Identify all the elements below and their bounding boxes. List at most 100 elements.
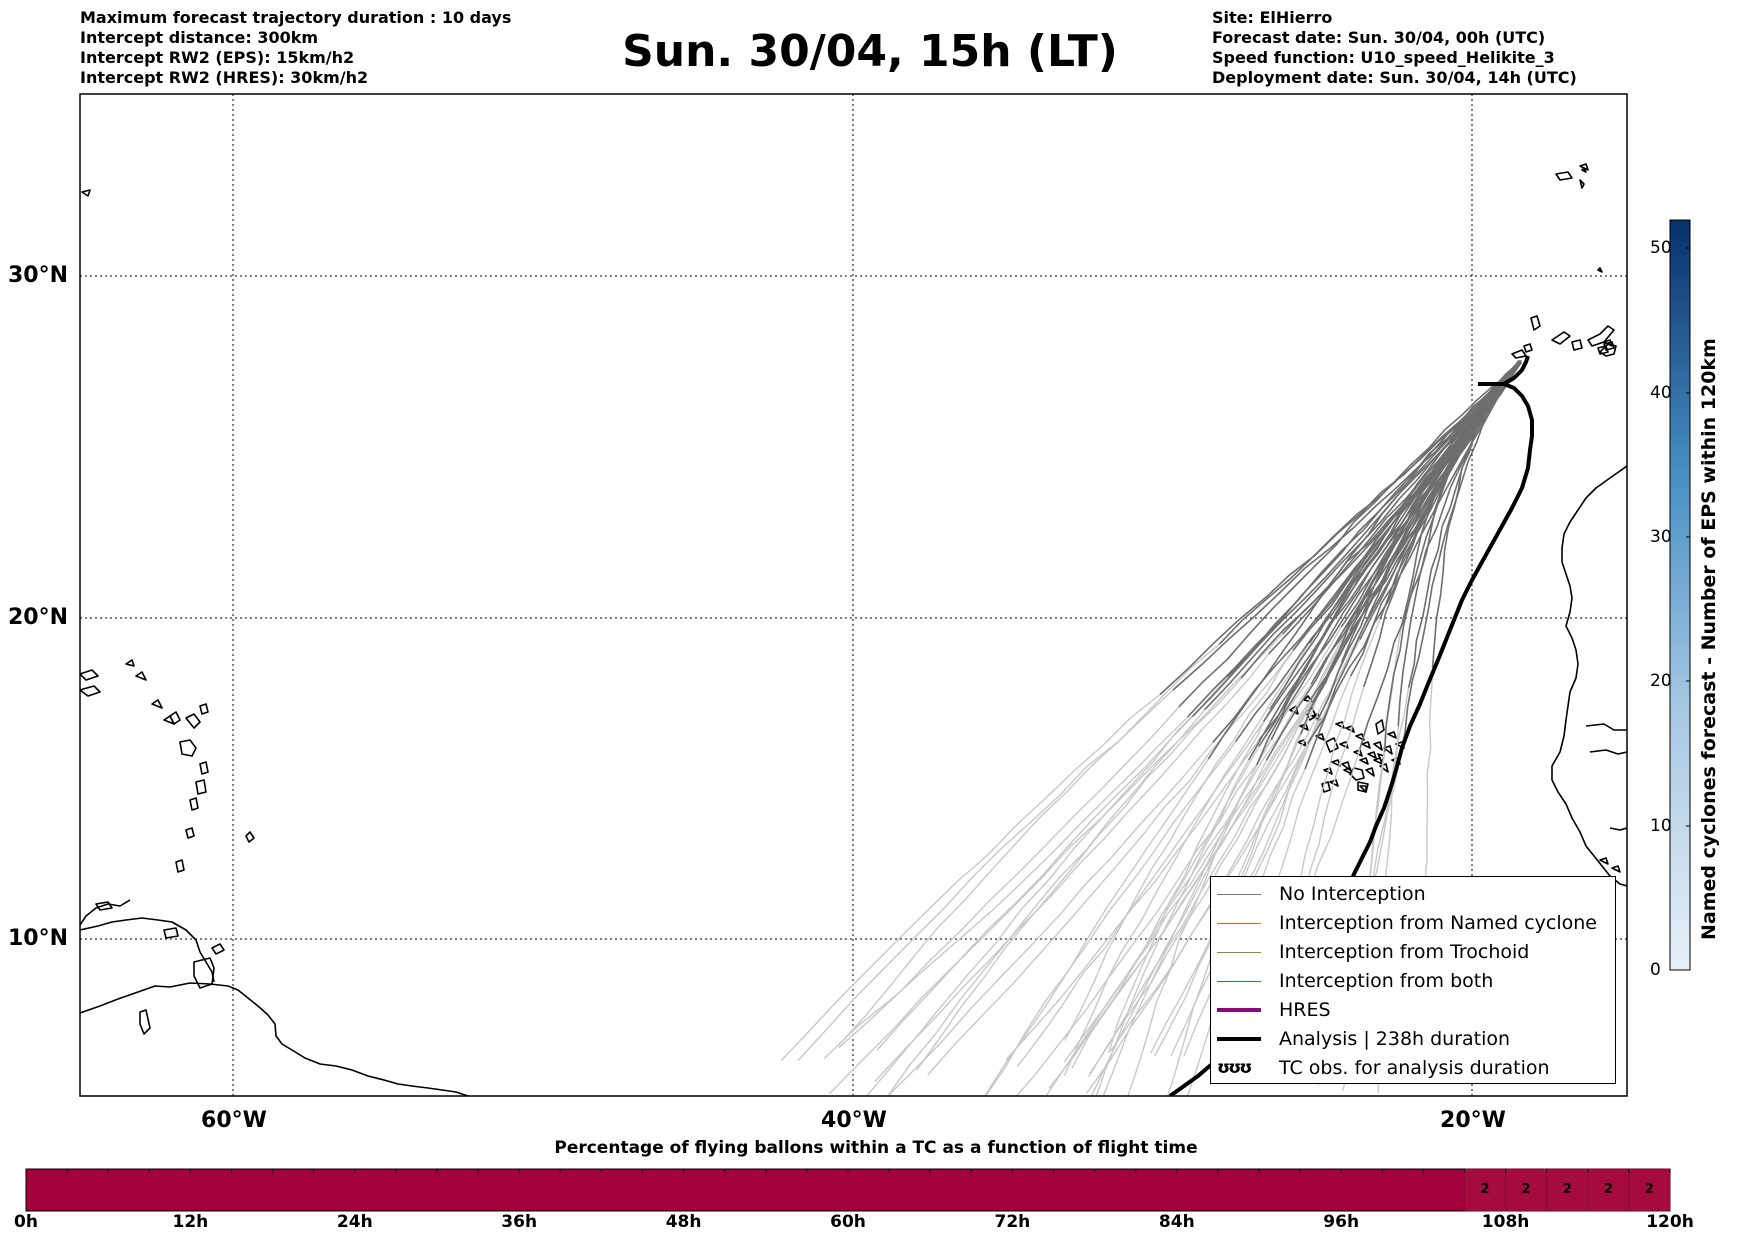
trajectory-late	[797, 689, 1174, 1062]
island-gomera	[1523, 343, 1533, 353]
island-capeverde-15	[1365, 767, 1375, 777]
bar-segment-value: 2	[1480, 1182, 1490, 1197]
island-barbados	[245, 831, 255, 843]
time-label: 48h	[665, 1212, 702, 1232]
trajectory-late	[874, 653, 1270, 1082]
trajectory-early	[1398, 360, 1522, 760]
trajectory-late	[886, 741, 1214, 1096]
lon-label-60w: 60°W	[201, 1108, 267, 1133]
island-lapalma	[1530, 315, 1541, 331]
island-tenerife	[1551, 331, 1571, 345]
bar-segment	[1628, 1168, 1671, 1212]
trajectory-late	[1005, 739, 1260, 1061]
trajectory-late	[983, 741, 1237, 1096]
intercept-distance-text: Intercept distance: 300km	[80, 28, 319, 47]
island-lanzarote	[1603, 341, 1615, 351]
bar-segment-value: 2	[1603, 1182, 1613, 1197]
island-capeverde-14	[1341, 761, 1351, 771]
trajectory-early	[1270, 362, 1521, 741]
time-label: 72h	[994, 1212, 1031, 1232]
max-duration-text: Maximum forecast trajectory duration : 1…	[80, 8, 512, 27]
island-capeverde-29	[1345, 725, 1355, 733]
island-grancanaria	[1571, 339, 1583, 351]
trajectory-late	[927, 649, 1294, 1076]
time-label: 0h	[14, 1212, 38, 1232]
trajectory-late	[876, 716, 1194, 1051]
site-text: Site: ElHierro	[1212, 8, 1333, 27]
trajectory-late	[823, 716, 1189, 1059]
coast-africa-guinea	[1609, 827, 1627, 831]
island-capeverde-25	[1387, 731, 1397, 739]
legend-item-analysis: Analysis | 238h duration	[1217, 1026, 1510, 1052]
bar-segment	[1464, 1168, 1506, 1212]
island-capeverde-4	[1375, 719, 1385, 735]
lon-label-20w: 20°W	[1440, 1108, 1506, 1133]
trajectory-late	[1015, 626, 1342, 1096]
island-madeira	[1555, 171, 1573, 181]
island-virgin	[80, 669, 101, 697]
island-africa-coast-canary	[1599, 343, 1617, 357]
island-guadeloupe	[179, 739, 197, 757]
island-capeverde-8	[1383, 745, 1393, 755]
flight-time-bar-segments	[1464, 1168, 1671, 1212]
island-capeverde-20	[1359, 785, 1367, 793]
island-capeverde-26	[1331, 759, 1341, 767]
colorbar	[1669, 219, 1691, 971]
coast-caribbean-west	[80, 899, 131, 926]
time-label: 24h	[336, 1212, 373, 1232]
info-left-block: Maximum forecast trajectory duration : 1…	[80, 8, 511, 88]
lat-label-30n: 30°N	[8, 263, 69, 288]
trajectory-late	[828, 633, 1284, 1095]
intercept-hres-text: Intercept RW2 (HRES): 30km/h2	[80, 68, 369, 87]
trajectory-late	[865, 676, 1229, 1096]
flight-time-bar	[25, 1168, 1671, 1212]
info-right-block: Site: ElHierro Forecast date: Sun. 30/04…	[1212, 8, 1577, 88]
lat-label-20n: 20°N	[8, 605, 69, 630]
trajectory-early	[1240, 362, 1522, 679]
island-trinidad	[193, 957, 215, 989]
trajectory-late	[780, 693, 1161, 1062]
legend-item-trochoid: Interception from Trochoid	[1217, 939, 1529, 965]
island-aruba	[95, 901, 113, 911]
flight-time-bar-ticks	[25, 1169, 1671, 1173]
time-label: 12h	[172, 1212, 209, 1232]
trajectory-early	[1178, 362, 1522, 708]
island-selvagens	[1603, 339, 1613, 347]
island-bijagos	[1599, 857, 1621, 873]
trajectory-early	[1191, 360, 1521, 718]
time-label: 36h	[501, 1212, 538, 1232]
coast-venezuela-north	[80, 917, 215, 983]
lon-label-40w: 40°W	[821, 1108, 887, 1133]
island-tobago	[211, 943, 225, 955]
trajectory-late	[1108, 708, 1271, 1054]
colorbar-tick-20: 20	[1650, 671, 1672, 691]
trajectory-late	[984, 758, 1209, 1096]
legend-swatch-named-cyclone	[1217, 922, 1261, 924]
colorbar-tick-30: 30	[1650, 527, 1672, 547]
legend-item-tc-obs: ʊʊʊ TC obs. for analysis duration	[1217, 1057, 1550, 1079]
time-label: 60h	[830, 1212, 866, 1232]
colorbar-tick-10: 10	[1650, 816, 1672, 836]
intercept-eps-text: Intercept RW2 (EPS): 15km/h2	[80, 48, 355, 67]
legend-swatch-hres	[1217, 1008, 1261, 1012]
island-capeverde-2	[1325, 737, 1339, 753]
trajectory-late	[1063, 699, 1311, 1063]
legend-swatch-both	[1217, 980, 1261, 982]
island-antigua	[185, 713, 201, 729]
map-title: Sun. 30/04, 15h (LT)	[622, 26, 1118, 77]
island-azores-small	[1597, 267, 1603, 273]
lat-label-10n: 10°N	[8, 926, 69, 951]
trajectory-late	[1016, 721, 1265, 1068]
island-stlucia	[189, 797, 199, 811]
time-label: 96h	[1323, 1212, 1360, 1232]
legend-item-hres: HRES	[1217, 997, 1331, 1023]
ensemble-trajectories-early	[1159, 360, 1522, 770]
coast-south-america	[80, 982, 469, 1096]
trajectory-late	[886, 709, 1206, 1096]
coast-africa	[1551, 465, 1627, 887]
bar-segment-value: 2	[1644, 1182, 1654, 1197]
trajectory-early	[1207, 362, 1520, 760]
trajectory-late	[1102, 739, 1273, 1096]
island-fuerteventura	[1587, 325, 1615, 347]
deployment-date-text: Deployment date: Sun. 30/04, 14h (UTC)	[1212, 68, 1577, 87]
